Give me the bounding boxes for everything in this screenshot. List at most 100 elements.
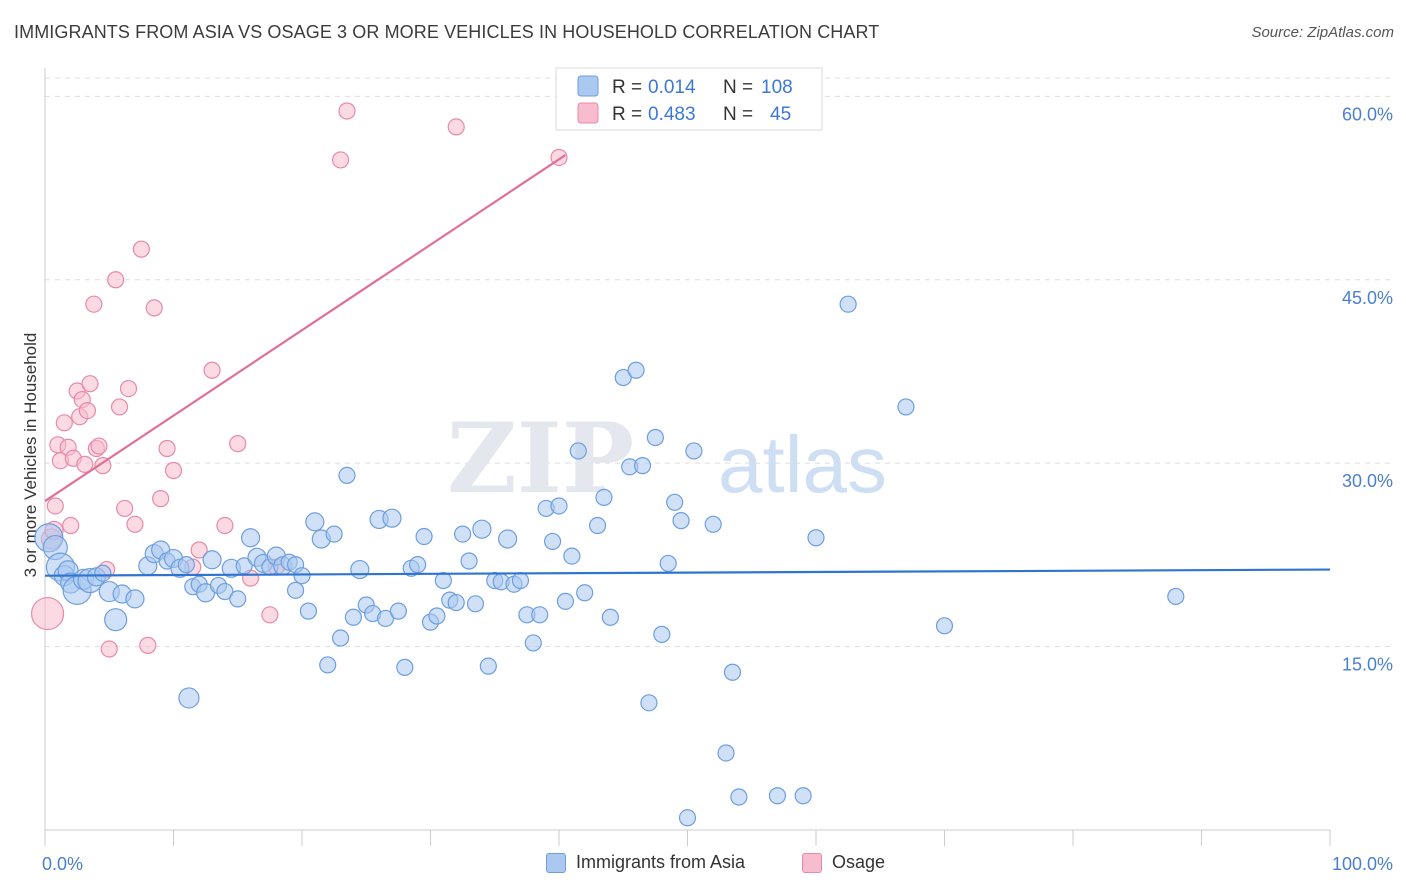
data-point: [1167, 587, 1185, 606]
data-point: [344, 608, 362, 626]
data-point: [717, 744, 735, 762]
data-point: [216, 582, 234, 601]
axes: [44, 68, 1331, 846]
trend-line-blue: [44, 568, 1331, 577]
data-point: [723, 663, 742, 681]
trend-line-pink: [44, 154, 567, 502]
legend-n-value: 108: [761, 77, 793, 98]
data-point: [331, 151, 350, 169]
data-point: [576, 584, 594, 602]
legend-swatch-blue: [577, 75, 599, 97]
data-point: [30, 596, 65, 631]
data-point: [730, 788, 748, 806]
data-point: [55, 414, 73, 432]
y-tick-label: 45.0%: [1342, 288, 1393, 308]
data-point: [145, 299, 163, 317]
trend-lines: [44, 154, 1331, 577]
data-point: [935, 617, 954, 635]
data-point: [126, 515, 144, 533]
data-point: [90, 437, 108, 455]
data-point: [543, 532, 562, 551]
data-point: [595, 488, 613, 507]
data-point: [293, 567, 311, 585]
legend-r-label: R =: [612, 104, 642, 125]
data-point: [415, 527, 433, 546]
legend-swatch-pink: [577, 102, 599, 124]
data-point: [396, 658, 414, 676]
data-point: [178, 687, 200, 709]
data-point: [460, 552, 478, 570]
data-point: [498, 529, 518, 549]
data-point: [85, 295, 103, 313]
data-point: [531, 606, 549, 624]
legend-item-immigrants-from-asia[interactable]: Immigrants from Asia: [546, 852, 745, 873]
data-point: [685, 442, 703, 460]
data-point: [216, 516, 234, 535]
data-point: [511, 571, 530, 590]
data-point: [428, 607, 446, 625]
data-point: [325, 525, 343, 543]
data-point: [434, 571, 452, 590]
series-osage: [30, 102, 568, 658]
data-point: [768, 787, 787, 805]
data-point: [614, 368, 632, 387]
data-point: [653, 625, 671, 643]
data-point: [119, 379, 138, 398]
data-point: [524, 634, 542, 652]
watermark: ZIP atlas: [447, 402, 887, 515]
data-point: [633, 457, 652, 475]
data-point: [409, 556, 427, 574]
legend-label: Immigrants from Asia: [576, 852, 746, 872]
data-point: [447, 118, 465, 136]
data-point: [666, 493, 684, 511]
data-point: [338, 102, 356, 120]
legend-swatch-blue: [546, 852, 566, 873]
data-point: [81, 375, 99, 393]
data-point: [110, 398, 129, 416]
data-point: [299, 602, 318, 620]
legend-n-label: N =: [723, 104, 753, 125]
legend-r-value: 0.014: [648, 77, 696, 98]
x-tick-label: 0.0%: [42, 854, 83, 874]
data-point: [556, 592, 575, 610]
data-point: [107, 271, 125, 289]
y-tick-label: 30.0%: [1342, 471, 1393, 491]
data-point: [94, 457, 112, 475]
data-point: [104, 608, 128, 632]
data-point: [466, 595, 485, 613]
data-point: [78, 401, 97, 420]
data-point: [116, 499, 134, 518]
data-point: [672, 512, 690, 530]
data-point: [569, 442, 587, 460]
data-point: [125, 589, 145, 609]
data-point: [94, 564, 112, 582]
data-point: [807, 529, 825, 547]
data-point: [158, 439, 176, 458]
correlation-legend: R = 0.014 N = 108 R = 0.483 N = 45: [555, 67, 823, 131]
data-point: [627, 361, 645, 379]
legend-item-osage[interactable]: Osage: [802, 852, 885, 873]
legend-n-value: 45: [770, 104, 791, 125]
data-point: [646, 428, 664, 447]
data-point: [62, 516, 80, 535]
x-tick-label: 100.0%: [1332, 854, 1393, 874]
data-point: [897, 398, 915, 416]
legend-box: [555, 67, 823, 131]
data-point: [338, 466, 356, 484]
data-point: [550, 497, 568, 515]
data-point: [479, 657, 497, 675]
legend-label: Osage: [832, 852, 886, 872]
tick-labels: 15.0% 30.0% 45.0% 60.0% 0.0% 100.0%: [42, 104, 1393, 874]
data-point: [100, 640, 118, 658]
source-credit: Source: ZipAtlas.com: [1251, 24, 1394, 41]
data-point: [76, 455, 94, 473]
data-point: [659, 554, 677, 573]
watermark-atlas: atlas: [718, 420, 887, 509]
data-point: [139, 636, 157, 654]
data-point: [350, 559, 370, 580]
data-point: [203, 361, 221, 379]
data-point: [152, 490, 170, 508]
data-point: [241, 528, 261, 548]
data-point: [305, 512, 325, 532]
data-point: [472, 519, 492, 539]
